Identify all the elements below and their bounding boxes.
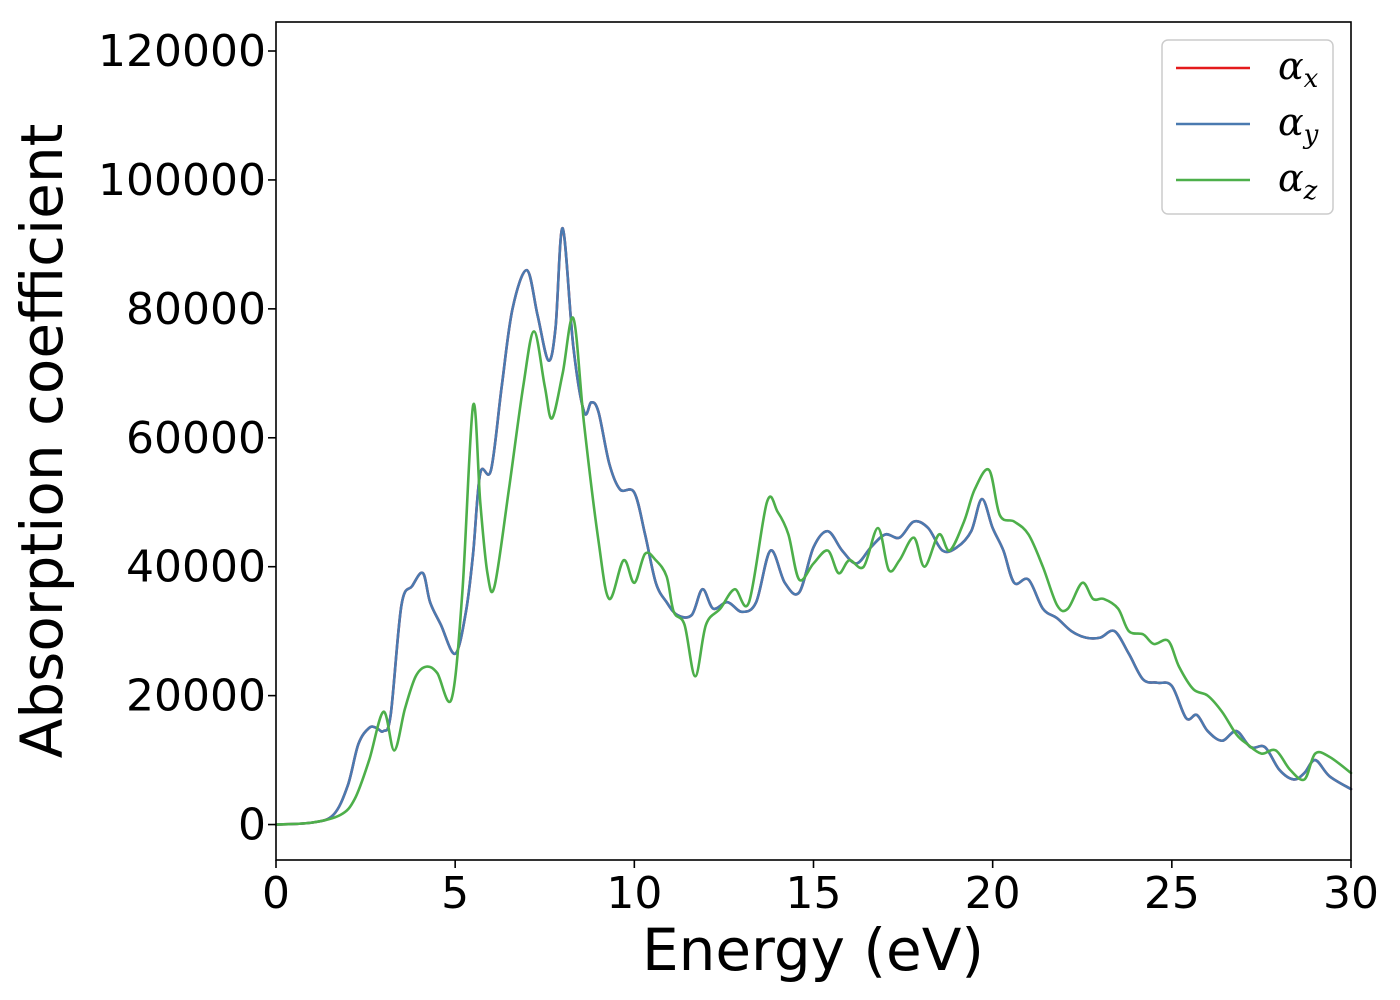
series-line-y [274,226,1353,826]
y-tick-label: 120000 [98,26,266,77]
y-tick-label: 0 [238,800,266,851]
y-tick-label: 20000 [126,671,266,722]
x-axis: 0 5 10 15 20 25 30 [262,860,1379,919]
legend: αx αy αz [1161,39,1334,215]
y-tick-label: 80000 [126,284,266,335]
x-tick-label: 20 [965,868,1021,919]
x-tick-label: 25 [1144,868,1200,919]
y-tick-label: 100000 [98,155,266,206]
x-tick-label: 0 [262,868,290,919]
y-axis-title: Absorption coefficient [8,124,76,759]
legend-label-z: αz [1278,156,1318,206]
x-tick-label: 5 [441,868,469,919]
legend-label-x: αx [1278,44,1319,94]
y-tick-label: 40000 [126,542,266,593]
legend-box [1161,39,1334,215]
y-axis: 0 20000 40000 60000 80000 100000 120000 [98,26,276,851]
x-tick-label: 15 [786,868,842,919]
y-tick-label: 60000 [126,413,266,464]
x-axis-title: Energy (eV) [642,916,984,984]
legend-label-y: αy [1278,100,1319,150]
x-tick-label: 30 [1323,868,1379,919]
series-layer [274,226,1353,826]
x-tick-label: 10 [606,868,662,919]
series-line-z [274,316,1353,826]
